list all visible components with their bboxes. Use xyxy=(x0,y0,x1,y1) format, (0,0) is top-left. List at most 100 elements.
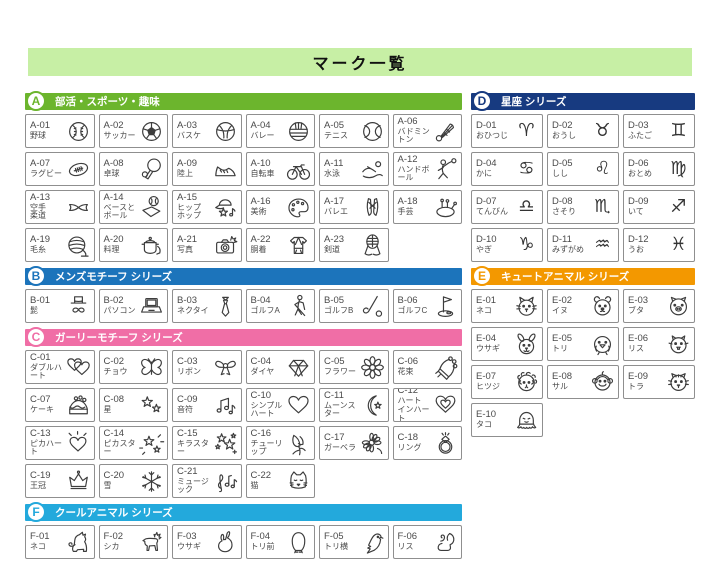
mark-code: E-08 xyxy=(552,371,573,383)
mark-cell-text: C-14 ピカスター xyxy=(103,428,139,458)
mark-name: 手芸 xyxy=(397,207,414,217)
mark-cell-text: B-01 髭 xyxy=(30,295,65,316)
mark-name: しし xyxy=(552,169,568,179)
mark-name: 猫 xyxy=(250,481,259,491)
mark-name: パソコン xyxy=(103,306,136,316)
mark-cell-A-19: A-19 毛糸 xyxy=(25,228,95,262)
kendo-icon xyxy=(359,232,386,259)
mark-cell-B-05: B-05 ゴルフB xyxy=(319,289,389,323)
mark-cell-text: A-09 陸上 xyxy=(177,158,212,179)
mark-name: 毛糸 xyxy=(30,245,46,255)
mark-cell-text: E-06 リス xyxy=(628,333,665,354)
mark-code: D-03 xyxy=(628,120,649,132)
mark-cell-C-14: C-14 ピカスター xyxy=(98,426,168,460)
mark-name: キラスター xyxy=(177,438,209,457)
mark-cell-text: D-02 おうし xyxy=(552,120,589,141)
mark-cell-D-03: D-03 ふたご ♊ xyxy=(623,114,695,148)
badminton-icon xyxy=(432,118,459,145)
mark-cell-text: C-22 猫 xyxy=(250,470,286,491)
mark-cell-A-06: A-06 バドミントン xyxy=(392,114,462,148)
tennis-icon xyxy=(359,118,386,145)
coolcat-icon xyxy=(65,529,92,556)
mark-code: E-01 xyxy=(476,295,497,307)
mark-cell-D-01: D-01 おひつじ ♈ xyxy=(471,114,543,148)
mark-name: トリ前 xyxy=(250,542,275,552)
mark-name: バレエ xyxy=(324,207,348,217)
sagittarius-icon: ♐ xyxy=(670,196,687,217)
mark-code: E-02 xyxy=(552,295,573,307)
mark-code: C-22 xyxy=(250,470,272,482)
notes-icon xyxy=(212,392,239,419)
tulip-icon xyxy=(285,430,312,457)
mark-cell-F-02: F-02 シカ xyxy=(98,525,168,559)
moonstar-icon xyxy=(359,392,386,419)
mark-cell-E-01: E-01 ネコ xyxy=(471,289,543,323)
mark-cell-C-13: C-13 ピカハート xyxy=(25,426,95,460)
mark-cell-text: A-20 料理 xyxy=(104,234,139,255)
mark-code: D-04 xyxy=(476,158,497,170)
deer-icon xyxy=(138,529,165,556)
mark-code: A-05 xyxy=(324,120,345,132)
mark-code: C-03 xyxy=(177,356,198,368)
mark-cell-A-12: A-12 ハンドボール xyxy=(392,152,462,186)
mark-cell-text: B-05 ゴルフB xyxy=(324,295,359,316)
mark-code: E-09 xyxy=(628,371,649,383)
mark-name: おうし xyxy=(552,131,576,141)
mark-name: リス xyxy=(628,344,644,354)
mark-name: ダブルハート xyxy=(30,362,62,381)
tophat-icon xyxy=(65,293,92,320)
mark-cell-D-08: D-08 さそり ♏ xyxy=(547,190,619,224)
mark-code: E-10 xyxy=(476,409,497,421)
mark-name: サル xyxy=(552,382,568,392)
mark-name: 水泳 xyxy=(324,169,340,179)
mark-cell-C-17: C-17 ガーベラ xyxy=(319,426,389,460)
mark-code: A-12 xyxy=(397,153,418,165)
mark-name: シカ xyxy=(103,542,120,552)
soccer-icon xyxy=(138,118,165,145)
mark-cell-text: C-07 ケーキ xyxy=(30,394,65,415)
mark-code: C-09 xyxy=(177,394,198,406)
laptop-icon xyxy=(138,293,165,320)
mark-code: B-03 xyxy=(177,295,198,307)
mark-cell-C-04: C-04 ダイヤ xyxy=(245,350,315,384)
content-columns: A 部活・スポーツ・趣味 A-01 野球 A-02 サッカー A-03 バスケ A-04 バレー A… xyxy=(25,91,695,565)
mark-name: ケーキ xyxy=(30,405,54,415)
mark-cell-text: E-04 ウサギ xyxy=(476,333,513,354)
mark-name: 空手 柔道 xyxy=(30,202,46,221)
mark-name: ピカスター xyxy=(103,438,136,457)
mark-name: いて xyxy=(628,207,644,217)
page-title: マーク一覧 xyxy=(28,48,692,76)
pincushion-icon xyxy=(432,194,459,221)
pot-icon xyxy=(138,232,165,259)
mark-cell-text: A-05 テニス xyxy=(324,120,359,141)
mark-code: C-19 xyxy=(30,470,51,482)
mark-code: E-05 xyxy=(552,333,573,345)
mark-cell-A-07: A-07 ラグビー xyxy=(25,152,95,186)
mark-name: かに xyxy=(476,169,492,179)
shoe-icon xyxy=(212,156,239,183)
mark-cell-text: E-10 タコ xyxy=(476,409,513,430)
mark-cell-text: C-09 音符 xyxy=(177,394,212,415)
mark-cell-text: E-08 サル xyxy=(552,371,589,392)
mark-cell-C-02: C-02 チョウ xyxy=(98,350,168,384)
mark-name: 陸上 xyxy=(177,169,193,179)
mark-cell-C-20: C-20 雪 xyxy=(98,464,168,498)
mark-name: 写真 xyxy=(177,245,193,255)
mark-code: A-11 xyxy=(324,158,344,170)
mark-cell-A-08: A-08 卓球 xyxy=(98,152,168,186)
mark-cell-C-22: C-22 猫 xyxy=(245,464,315,498)
cake-icon xyxy=(65,392,92,419)
mark-code: C-12 xyxy=(397,388,419,397)
mark-name: ネコ xyxy=(30,542,46,552)
mark-cell-text: A-19 毛糸 xyxy=(30,234,65,255)
mark-cell-A-23: A-23 剣道 xyxy=(319,228,389,262)
mark-cell-A-17: A-17 バレエ xyxy=(319,190,389,224)
mark-cell-F-05: F-05 トリ横 xyxy=(319,525,389,559)
scorpio-icon: ♏ xyxy=(594,196,611,217)
mark-name: ゴルフB xyxy=(324,306,354,316)
heart-icon xyxy=(285,392,312,419)
mark-cell-text: A-07 ラグビー xyxy=(30,158,65,179)
mark-cell-F-04: F-04 トリ前 xyxy=(245,525,315,559)
mark-cell-C-05: C-05 フラワー xyxy=(319,350,389,384)
